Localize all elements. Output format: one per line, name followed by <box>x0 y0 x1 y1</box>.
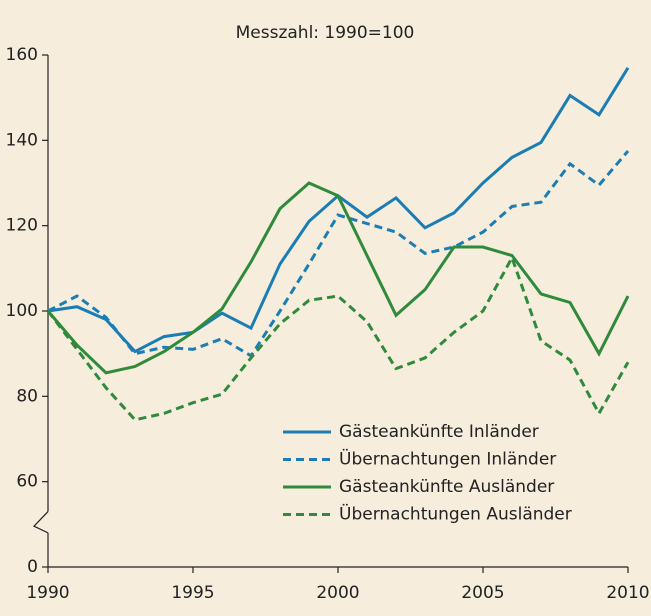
y-tick-label: 0 <box>27 557 38 577</box>
chart-title: Messzahl: 1990=100 <box>236 23 415 43</box>
x-tick-label: 2010 <box>606 583 649 603</box>
y-tick-label: 120 <box>6 216 38 236</box>
x-tick-label: 2005 <box>461 583 504 603</box>
x-tick-label: 1995 <box>171 583 214 603</box>
series-line <box>47 67 630 354</box>
legend-label: Übernachtungen Ausländer <box>339 503 572 525</box>
y-tick-label: 140 <box>6 130 38 150</box>
series-line <box>46 253 630 422</box>
legend-label: Gästeankünfte Ausländer <box>339 477 554 497</box>
x-tick-label: 2000 <box>316 583 359 603</box>
x-tick-label: 1990 <box>26 583 69 603</box>
y-tick-label: 80 <box>16 386 38 406</box>
series-line <box>46 181 630 375</box>
legend-label: Übernachtungen Inländer <box>339 448 556 470</box>
series-line <box>47 150 630 358</box>
legend-label: Gästeankünfte Inländer <box>339 422 539 442</box>
axis-break <box>32 511 49 534</box>
y-tick-label: 60 <box>16 472 38 492</box>
y-tick-label: 160 <box>6 45 38 65</box>
y-tick-label: 100 <box>6 301 38 321</box>
